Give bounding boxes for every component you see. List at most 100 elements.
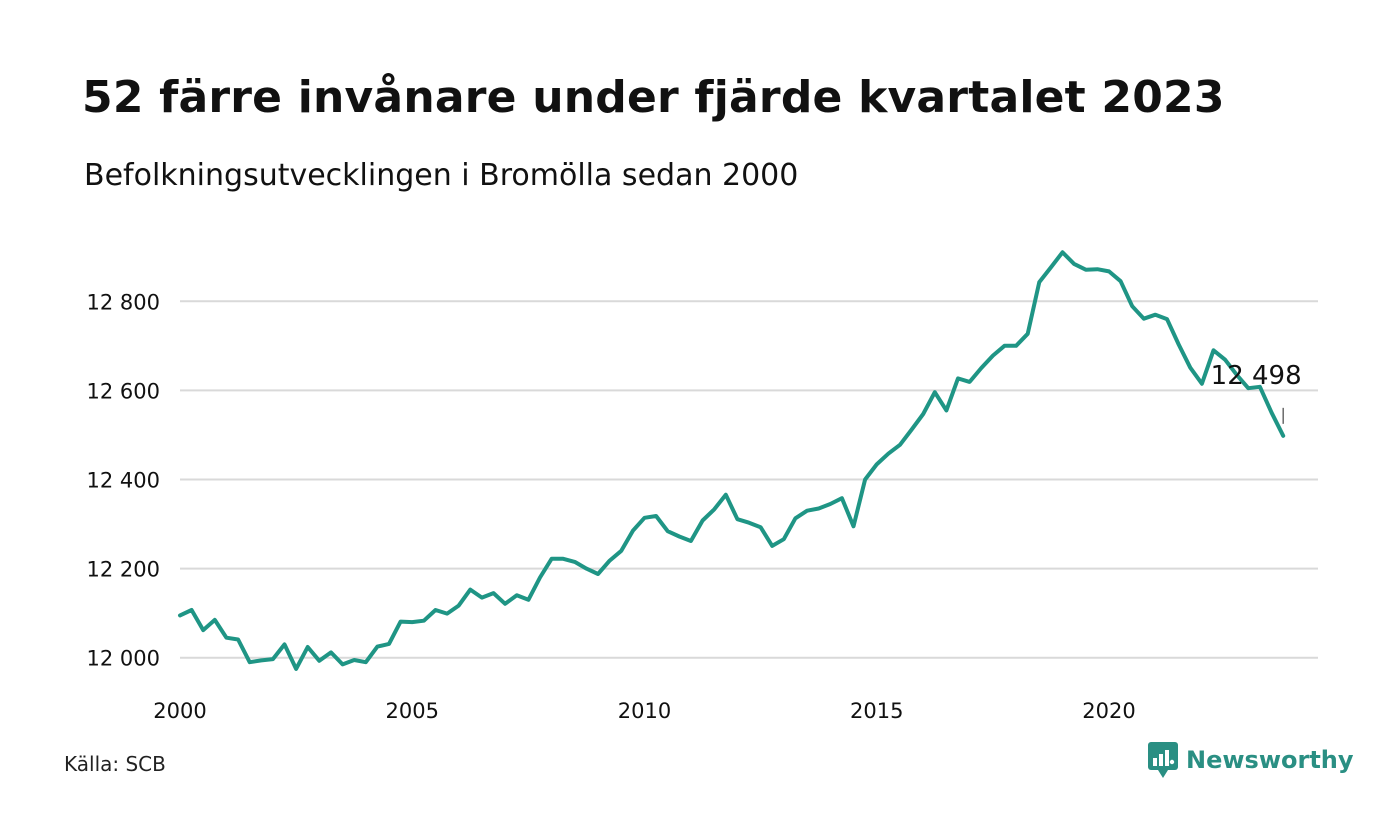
data-point <box>759 525 763 529</box>
data-point <box>306 645 310 649</box>
data-point <box>677 535 681 539</box>
series-line <box>178 250 1286 671</box>
data-point <box>1200 382 1204 386</box>
data-point <box>910 428 914 432</box>
data-point <box>1002 344 1006 348</box>
x-tick-label: 2010 <box>618 699 671 723</box>
data-point <box>1153 313 1157 317</box>
data-point <box>387 642 391 646</box>
data-point <box>689 539 693 543</box>
data-point <box>1049 265 1053 269</box>
data-point <box>1026 332 1030 336</box>
data-point <box>991 354 995 358</box>
grid-lines <box>180 300 1318 659</box>
source-note: Källa: SCB <box>64 752 166 776</box>
data-point <box>1061 250 1065 254</box>
data-point <box>550 557 554 561</box>
data-point <box>701 518 705 522</box>
chart-title: 52 färre invånare under fjärde kvartalet… <box>82 72 1225 123</box>
data-point <box>283 642 287 646</box>
x-tick-label: 2015 <box>850 699 903 723</box>
data-point <box>898 443 902 447</box>
data-point <box>526 598 530 602</box>
data-point <box>1165 317 1169 321</box>
data-point <box>805 509 809 513</box>
data-point <box>1014 344 1018 348</box>
data-point <box>921 412 925 416</box>
data-point <box>341 662 345 666</box>
data-point <box>1142 317 1146 321</box>
data-point <box>1177 343 1181 347</box>
data-point <box>840 496 844 500</box>
data-point <box>642 516 646 520</box>
x-tick-label: 2020 <box>1082 699 1135 723</box>
annotation-label: 12 498 <box>1211 361 1302 391</box>
data-point <box>573 560 577 564</box>
data-point <box>735 517 739 521</box>
data-point <box>1130 304 1134 308</box>
data-point <box>538 576 542 580</box>
data-point <box>608 559 612 563</box>
newsworthy-logo: Newsworthy <box>1148 742 1354 778</box>
data-point <box>1072 262 1076 266</box>
y-tick-label: 12 400 <box>87 469 160 493</box>
data-point <box>886 452 890 456</box>
data-point <box>178 613 182 617</box>
x-tick-label: 2005 <box>386 699 439 723</box>
data-point <box>782 537 786 541</box>
data-point <box>364 660 368 664</box>
data-point <box>1270 411 1274 415</box>
data-point <box>747 521 751 525</box>
y-tick-label: 12 800 <box>87 290 160 314</box>
data-point <box>1095 267 1099 271</box>
data-point <box>863 478 867 482</box>
data-point <box>817 506 821 510</box>
data-point <box>503 602 507 606</box>
data-point <box>457 604 461 608</box>
y-tick-label: 12 200 <box>87 558 160 582</box>
data-point <box>596 572 600 576</box>
data-point <box>375 645 379 649</box>
data-point <box>944 408 948 412</box>
x-axis-ticks: 2000 2005 2010 2015 2020 <box>153 699 1135 723</box>
data-point <box>329 650 333 654</box>
y-axis-ticks: 12 000 12 200 12 400 12 600 12 800 <box>87 290 160 670</box>
data-point <box>433 608 437 612</box>
data-point <box>712 507 716 511</box>
x-tick-label: 2000 <box>153 699 206 723</box>
data-point <box>1281 434 1285 438</box>
data-point <box>399 620 403 624</box>
data-point <box>294 667 298 671</box>
data-point <box>352 658 356 662</box>
data-point <box>561 557 565 561</box>
data-point <box>968 380 972 384</box>
data-point <box>190 608 194 612</box>
data-point <box>1119 279 1123 283</box>
data-point <box>724 493 728 497</box>
data-point <box>492 591 496 595</box>
data-point <box>236 637 240 641</box>
data-point <box>979 366 983 370</box>
data-point <box>1084 268 1088 272</box>
data-point <box>468 588 472 592</box>
data-point <box>201 628 205 632</box>
data-point <box>793 516 797 520</box>
data-point <box>317 659 321 663</box>
data-point <box>770 544 774 548</box>
data-point <box>1037 280 1041 284</box>
data-point <box>654 514 658 518</box>
data-point <box>248 660 252 664</box>
data-point <box>933 390 937 394</box>
data-point <box>666 529 670 533</box>
data-point <box>584 567 588 571</box>
data-point <box>224 636 228 640</box>
bar-chart-speech-bubble-icon <box>1148 742 1178 778</box>
data-point <box>619 549 623 553</box>
brand-name: Newsworthy <box>1186 746 1354 774</box>
data-point <box>1107 269 1111 273</box>
data-point <box>956 376 960 380</box>
y-tick-label: 12 600 <box>87 379 160 403</box>
data-points <box>178 250 1285 671</box>
data-point <box>213 618 217 622</box>
